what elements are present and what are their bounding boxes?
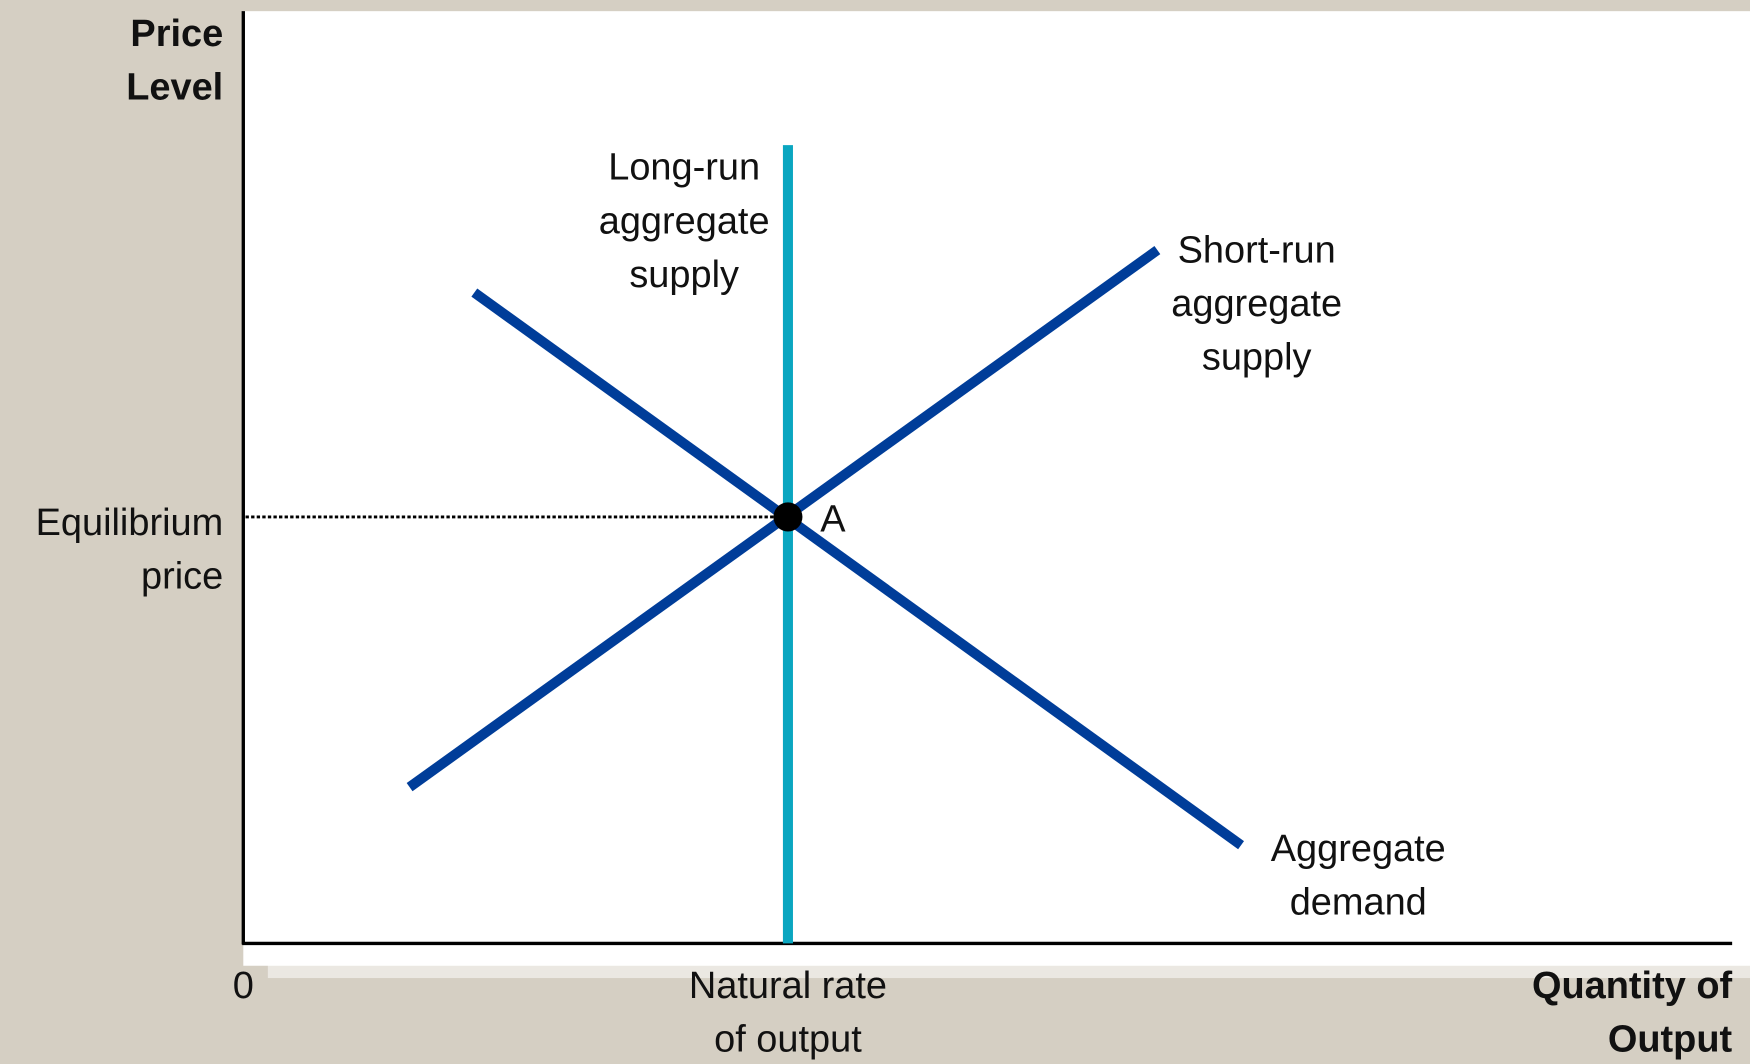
x-level-label: Natural rate [689, 965, 887, 1007]
y-axis-label: Price [130, 13, 223, 55]
curve-label: Long-run [608, 147, 760, 189]
curve-label: aggregate [599, 200, 770, 242]
x-axis-label: Quantity of [1532, 965, 1733, 1007]
curve-label: demand [1290, 881, 1427, 923]
plot-area [243, 11, 1750, 966]
y-level-label: price [141, 555, 223, 597]
origin-label: 0 [233, 965, 254, 1007]
ad-curve [471, 288, 1245, 850]
y-axis-label: Level [126, 66, 223, 108]
curve-label: Short-run [1178, 229, 1336, 271]
x-axis-label: Output [1608, 1019, 1733, 1061]
curve-label: Aggregate [1271, 828, 1446, 870]
curve-label: aggregate [1171, 283, 1342, 325]
curve-label: supply [629, 254, 739, 296]
equilibrium-point [773, 502, 803, 532]
point-label: A [820, 498, 846, 540]
curve-label: supply [1202, 337, 1312, 379]
y-level-label: Equilibrium [36, 502, 224, 544]
x-level-label: of output [714, 1019, 862, 1061]
